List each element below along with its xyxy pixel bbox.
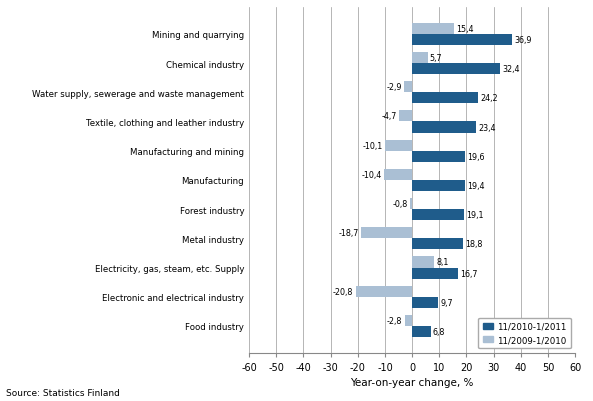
Bar (412, 151, 466, 162)
Text: 9,7: 9,7 (441, 298, 453, 307)
Bar (412, 122, 476, 133)
Bar (412, 268, 458, 279)
Text: 6,8: 6,8 (433, 327, 445, 336)
Bar (412, 93, 478, 104)
Bar (412, 326, 431, 337)
Bar (412, 53, 428, 64)
Bar (412, 64, 500, 75)
Text: -2,8: -2,8 (387, 316, 402, 325)
Text: -18,7: -18,7 (339, 229, 359, 238)
Bar (412, 35, 512, 46)
Text: -10,4: -10,4 (362, 170, 382, 179)
Text: -0,8: -0,8 (393, 200, 408, 209)
Text: 15,4: 15,4 (456, 25, 474, 34)
Text: 18,8: 18,8 (466, 240, 483, 249)
Bar (384, 169, 412, 180)
Text: 36,9: 36,9 (515, 36, 532, 45)
Text: 19,6: 19,6 (467, 152, 485, 161)
Text: -20,8: -20,8 (333, 287, 353, 296)
Text: 8,1: 8,1 (436, 258, 449, 267)
Bar (412, 297, 438, 308)
Text: -10,1: -10,1 (362, 141, 382, 150)
Text: 24,2: 24,2 (480, 94, 498, 103)
Text: 19,4: 19,4 (467, 182, 484, 190)
Text: 19,1: 19,1 (466, 211, 484, 220)
X-axis label: Year-on-year change, %: Year-on-year change, % (350, 377, 474, 387)
Bar (399, 111, 412, 122)
Text: 32,4: 32,4 (502, 65, 520, 74)
Text: 23,4: 23,4 (478, 123, 495, 132)
Text: Source: Statistics Finland: Source: Statistics Finland (6, 388, 120, 397)
Text: -4,7: -4,7 (382, 112, 397, 121)
Bar (412, 180, 465, 192)
Bar (412, 24, 454, 35)
Text: 5,7: 5,7 (430, 54, 442, 63)
Legend: 11/2010-1/2011, 11/2009-1/2010: 11/2010-1/2011, 11/2009-1/2010 (479, 318, 571, 348)
Bar (361, 228, 412, 239)
Bar (404, 315, 412, 326)
Text: 16,7: 16,7 (460, 269, 477, 278)
Bar (356, 286, 412, 297)
Bar (412, 239, 463, 250)
Bar (412, 210, 464, 221)
Bar (385, 140, 412, 151)
Bar (410, 198, 412, 210)
Bar (404, 82, 412, 93)
Bar (412, 257, 434, 268)
Text: -2,9: -2,9 (387, 83, 402, 92)
